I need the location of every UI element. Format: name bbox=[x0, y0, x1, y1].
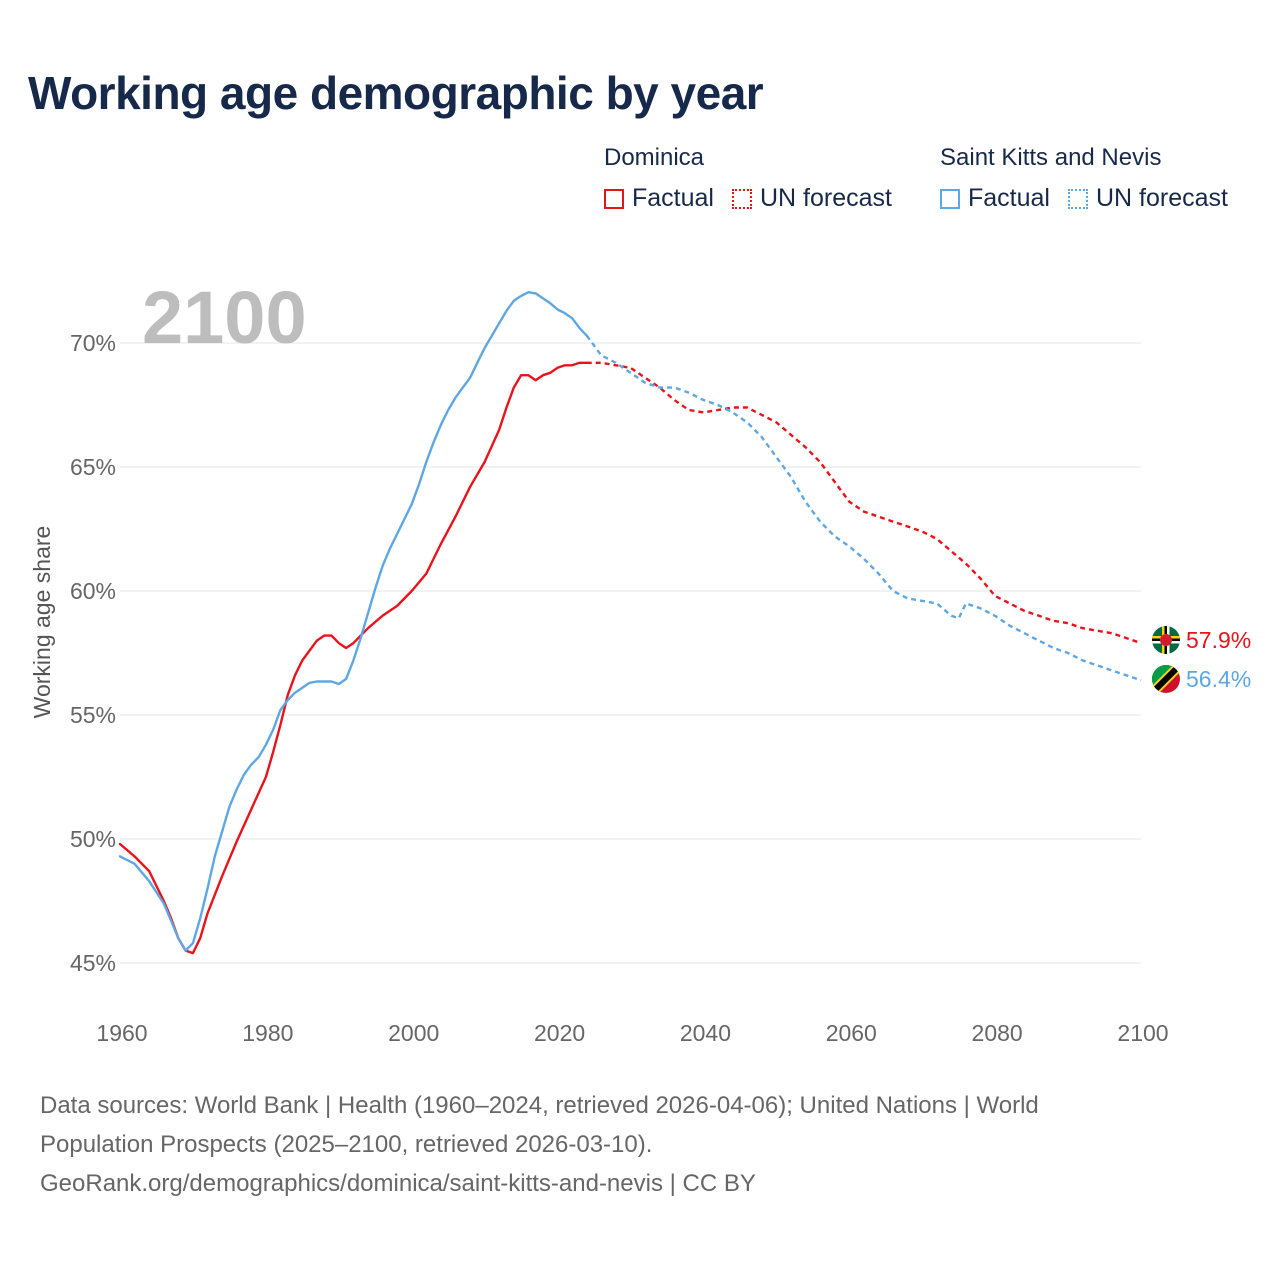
legend-item-dominica-factual[interactable]: Factual bbox=[604, 184, 714, 213]
x-tick-label: 2040 bbox=[680, 1020, 731, 1046]
x-tick-label: 1960 bbox=[96, 1020, 147, 1046]
x-tick-label: 2060 bbox=[826, 1020, 877, 1046]
legend-swatch-solid bbox=[940, 188, 960, 209]
legend-group-name: Dominica bbox=[604, 144, 705, 171]
end-label-dominica: 57.9% bbox=[1186, 627, 1251, 653]
legend-item-skn-factual[interactable]: Factual bbox=[940, 184, 1050, 213]
y-tick-label: 55% bbox=[70, 702, 116, 728]
footer-line: Population Prospects (2025–2100, retriev… bbox=[40, 1131, 653, 1158]
legend-swatch-dotted bbox=[1067, 188, 1088, 209]
year-label: 2100 bbox=[142, 276, 307, 359]
dominica-flag-icon bbox=[1152, 626, 1180, 654]
legend-label: UN forecast bbox=[759, 184, 892, 212]
legend-label: Factual bbox=[968, 184, 1050, 212]
y-tick-label: 70% bbox=[70, 330, 116, 356]
end-label-saint-kitts-and-nevis: 56.4% bbox=[1186, 666, 1251, 692]
legend-group-name: Saint Kitts and Nevis bbox=[940, 144, 1162, 171]
series-line-saint-kitts-and-nevis-factual bbox=[118, 291, 588, 952]
footer-line: GeoRank.org/demographics/dominica/saint-… bbox=[40, 1170, 756, 1197]
line-chart: 45% 50% 55% 60% 65% 70% 1960 1980 2000 2020 2040 2… bbox=[29, 276, 1251, 1046]
footer-sources: Data sources: World Bank | Health (1960–… bbox=[40, 1086, 1240, 1203]
y-axis-label: Working age share bbox=[29, 526, 55, 719]
series-line-dominica-forecast bbox=[586, 361, 1142, 645]
x-tick-label: 2000 bbox=[388, 1020, 439, 1046]
x-tick-label: 1980 bbox=[242, 1020, 293, 1046]
x-tick-label: 2080 bbox=[972, 1020, 1023, 1046]
legend-swatch-dotted bbox=[731, 188, 752, 209]
chart-title: Working age demographic by year bbox=[28, 67, 764, 119]
y-tick-label: 65% bbox=[70, 454, 116, 480]
series-line-dominica-factual bbox=[118, 361, 588, 955]
legend-swatch-solid bbox=[604, 188, 624, 209]
y-tick-label: 50% bbox=[70, 826, 116, 852]
saint-kitts-and-nevis-flag-icon bbox=[1152, 665, 1180, 693]
legend-group-saint-kitts-and-nevis: Saint Kitts and Nevis Factual UN forecas… bbox=[940, 144, 1246, 213]
legend-label: Factual bbox=[632, 184, 714, 212]
legend-group-dominica: Dominica Factual UN forecast bbox=[604, 144, 910, 213]
legend-label: UN forecast bbox=[1095, 184, 1228, 212]
legend-item-dominica-forecast[interactable]: UN forecast bbox=[731, 184, 892, 213]
x-tick-label: 2100 bbox=[1117, 1020, 1168, 1046]
x-tick-label: 2020 bbox=[534, 1020, 585, 1046]
y-tick-label: 45% bbox=[70, 950, 116, 976]
series-line-saint-kitts-and-nevis-forecast bbox=[585, 334, 1142, 682]
y-tick-label: 60% bbox=[70, 578, 116, 604]
footer-line: Data sources: World Bank | Health (1960–… bbox=[40, 1092, 1039, 1119]
legend-item-skn-forecast[interactable]: UN forecast bbox=[1067, 184, 1228, 213]
